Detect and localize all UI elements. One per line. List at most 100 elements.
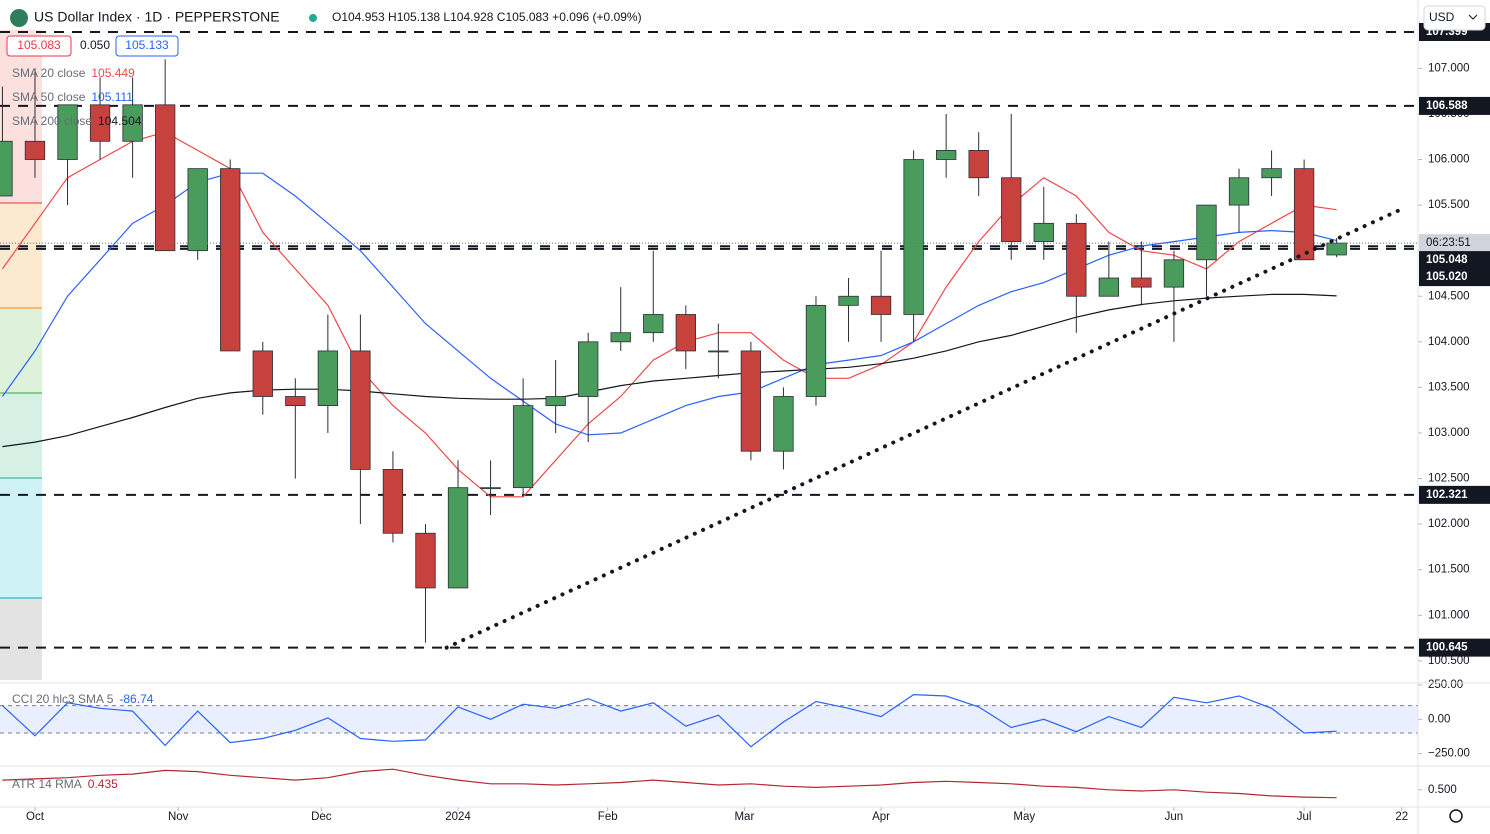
candle-body	[285, 396, 306, 407]
level-label-box	[1419, 485, 1490, 504]
candle-body	[350, 350, 371, 470]
candle-body	[1098, 277, 1120, 297]
sma-line	[2, 293, 1337, 448]
y-tick-label: 103.000	[1428, 427, 1470, 439]
candle-body	[252, 350, 273, 397]
y-tick-label: 106.000	[1428, 154, 1470, 166]
candle-body	[708, 350, 729, 353]
level-label: 106.588	[1426, 100, 1468, 112]
x-tick-label: Apr	[872, 811, 890, 823]
y-tick-label: 105.500	[1428, 199, 1470, 211]
sell-price[interactable]: 105.083	[17, 38, 61, 52]
candle-body	[415, 532, 436, 589]
range-strip	[0, 30, 42, 680]
candle-body	[1228, 177, 1250, 206]
countdown: 06:23:51	[1426, 237, 1471, 249]
sma-line	[1, 131, 1337, 498]
symbol-icon	[10, 9, 28, 27]
legend-name: SMA 50 close	[12, 90, 86, 104]
legend-name: SMA 20 close	[12, 66, 86, 80]
band-fill	[0, 705, 1418, 734]
candle-body	[122, 104, 143, 142]
candle-body	[89, 104, 111, 142]
countdown-box	[1419, 234, 1490, 253]
header: US Dollar Index · 1D · PEPPERSTONE O104.…	[6, 5, 1486, 823]
x-tick-label: Nov	[168, 811, 189, 823]
level-label-box	[1419, 638, 1490, 657]
candle-body	[610, 332, 631, 343]
legend-value: 0.435	[88, 777, 118, 791]
x-tick-label: 22	[1395, 811, 1408, 823]
legend-name: CCI 20 hlc3 SMA 5	[12, 692, 114, 706]
candle-body	[1261, 168, 1282, 179]
trendline	[444, 208, 1401, 650]
y-tick-label: 102.000	[1428, 518, 1470, 530]
candle-body	[675, 314, 696, 352]
y-tick-label: 107.000	[1428, 62, 1470, 74]
candle-body	[187, 168, 208, 252]
y-tick-label: 100.500	[1428, 655, 1470, 667]
legend-value: 105.449	[91, 66, 135, 80]
sell-button[interactable]	[6, 35, 72, 57]
x-tick-label: Dec	[311, 811, 332, 823]
candle-body	[382, 469, 404, 534]
ohlc-values: O104.953 H105.138 L104.928 C105.083 +0.0…	[332, 10, 642, 24]
buy-price[interactable]: 105.133	[125, 38, 169, 52]
level-label-box	[1419, 96, 1490, 115]
candle-body	[740, 350, 762, 452]
x-tick-label: 2024	[445, 811, 471, 823]
y-tick-label: 103.500	[1428, 381, 1470, 393]
level-label: 105.048	[1426, 254, 1468, 266]
candle-body	[1131, 277, 1152, 288]
y-tick-label: 101.500	[1428, 564, 1470, 576]
candle-body	[447, 487, 469, 589]
x-tick-label: Feb	[598, 811, 618, 823]
candle-body	[805, 304, 827, 397]
candle-body	[24, 140, 46, 160]
legend-name: ATR 14 RMA	[12, 777, 82, 791]
indicator-line	[1, 693, 1337, 748]
candle-body	[1066, 222, 1087, 297]
y-tick-label: 104.000	[1428, 336, 1470, 348]
indicator-line	[2, 768, 1337, 799]
candle-body	[935, 150, 957, 160]
candle-body	[317, 350, 339, 407]
x-tick-label: Mar	[734, 811, 754, 823]
legend-value: 104.504	[98, 114, 142, 128]
level-label-box	[1419, 251, 1490, 270]
x-tick-label: Oct	[26, 811, 45, 823]
candle-body	[1163, 259, 1185, 288]
legend-value: -86.74	[119, 692, 153, 706]
candle-body	[0, 140, 13, 197]
candle-body	[1001, 177, 1022, 242]
symbol-title[interactable]: US Dollar Index · 1D · PEPPERSTONE	[34, 9, 280, 25]
level-label: 107.399	[1426, 26, 1468, 38]
candle-body	[1326, 242, 1347, 256]
candle-body	[578, 341, 599, 397]
currency-select[interactable]	[1423, 5, 1486, 31]
currency[interactable]: USD	[1429, 10, 1455, 24]
y-tick-label: 104.500	[1428, 290, 1470, 302]
candle-body	[57, 104, 78, 160]
level-label: 102.321	[1426, 489, 1468, 501]
candle-body	[773, 396, 794, 452]
y-tick-label: 101.000	[1428, 609, 1470, 621]
candle-body	[154, 104, 176, 252]
buy-button[interactable]	[115, 35, 179, 57]
candle-body	[1196, 204, 1217, 261]
candle-body	[838, 295, 859, 306]
level-label-box	[1419, 268, 1490, 287]
candle-body	[545, 396, 566, 407]
level-label: 100.645	[1426, 642, 1468, 654]
x-tick-label: May	[1013, 811, 1035, 823]
candle-body	[480, 487, 501, 490]
candle-body	[870, 295, 892, 315]
y-tick-label: 0.00	[1428, 713, 1450, 725]
y-tick-label: −250.00	[1428, 748, 1470, 760]
x-tick-label: Jun	[1165, 811, 1184, 823]
settings-icon[interactable]	[1449, 809, 1463, 823]
spread: 0.050	[80, 38, 110, 52]
legend-value: 105.111	[91, 90, 133, 104]
candle-body	[512, 405, 534, 489]
candle-body	[1033, 222, 1054, 242]
